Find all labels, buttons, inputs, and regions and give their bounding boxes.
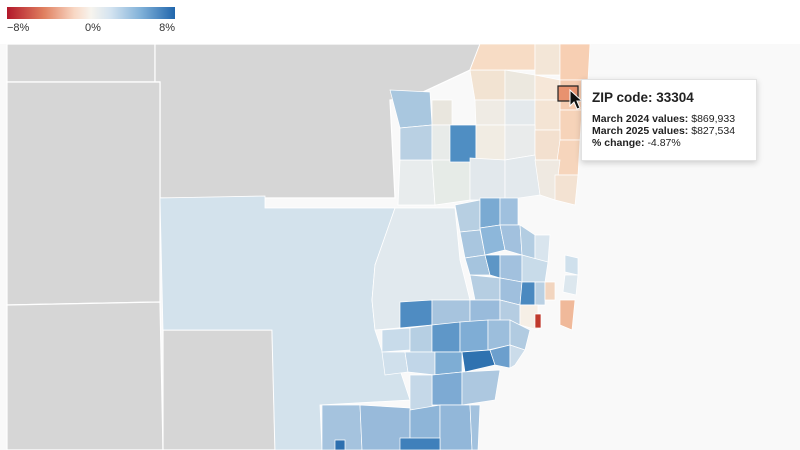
zip-tooltip: ZIP code: 33304 March 2024 values: $869,… xyxy=(581,79,757,161)
color-legend: −8% 0% 8% xyxy=(7,7,175,37)
tooltip-title: ZIP code: 33304 xyxy=(592,90,694,105)
legend-max-label: 8% xyxy=(159,22,175,34)
tooltip-row-2024: March 2024 values: $869,933 xyxy=(592,113,736,125)
tooltip-row-change: % change: -4.87% xyxy=(592,137,681,149)
legend-min-label: −8% xyxy=(7,22,30,34)
legend-color-bar xyxy=(7,7,175,19)
county-regions[interactable] xyxy=(159,157,471,450)
neighboring-counties xyxy=(6,44,481,450)
legend-mid-label: 0% xyxy=(85,22,101,34)
zip-regions-south[interactable] xyxy=(321,369,501,450)
tooltip-row-2025: March 2025 values: $827,534 xyxy=(592,125,736,137)
zip-regions-north[interactable] xyxy=(389,44,591,206)
zip-regions-central[interactable] xyxy=(381,197,579,376)
